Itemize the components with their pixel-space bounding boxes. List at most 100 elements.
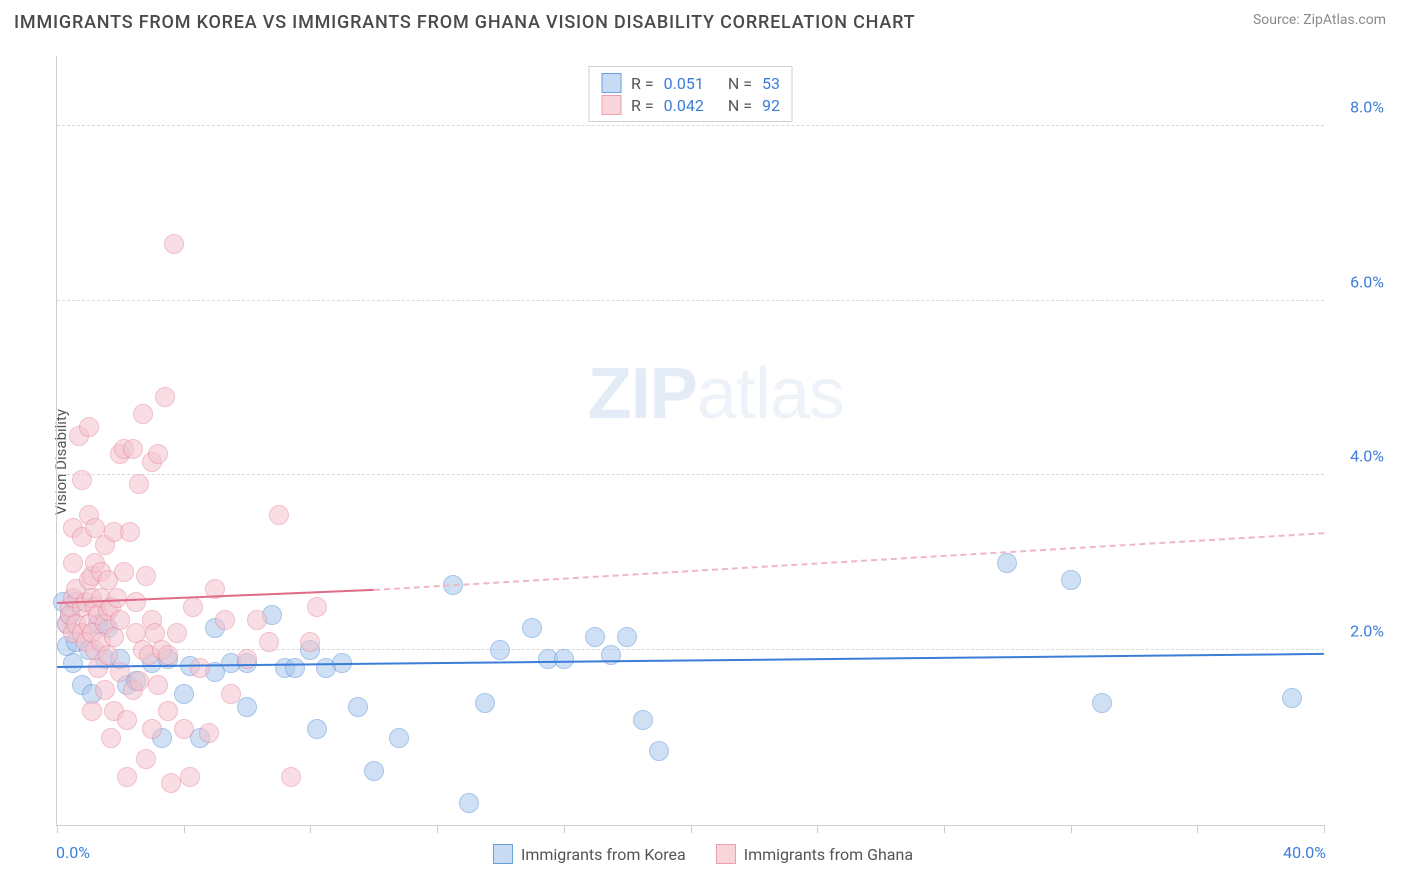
scatter-point-ghana [136,566,156,586]
scatter-point-ghana [95,680,115,700]
scatter-point-ghana [180,767,200,787]
scatter-point-ghana [161,773,181,793]
scatter-point-ghana [190,658,210,678]
scatter-point-ghana [167,623,187,643]
legend-swatch-korea [493,844,513,864]
x-axis-end-label: 40.0% [1283,843,1326,862]
x-tick [310,825,311,833]
scatter-point-ghana [114,562,134,582]
y-tick-label: 4.0% [1350,447,1384,466]
scatter-point-ghana [126,592,146,612]
source-label: Source: [1253,12,1300,28]
scatter-point-ghana [142,719,162,739]
scatter-point-ghana [136,749,156,769]
scatter-point-korea [348,697,368,717]
x-tick [184,825,185,833]
x-tick [691,825,692,833]
scatter-point-korea [522,618,542,638]
scatter-point-korea [585,627,605,647]
x-tick [944,825,945,833]
watermark-bold: ZIP [588,354,697,434]
legend-label: Immigrants from Korea [521,845,686,864]
gridline [57,474,1324,475]
scatter-point-ghana [72,470,92,490]
x-tick [1071,825,1072,833]
scatter-point-ghana [300,632,320,652]
scatter-point-korea [1282,688,1302,708]
scatter-point-korea [1061,570,1081,590]
scatter-point-korea [285,658,305,678]
scatter-point-ghana [129,671,149,691]
scatter-point-ghana [148,675,168,695]
legend-item-ghana: Immigrants from Ghana [716,844,913,864]
gridline [57,125,1324,126]
legend-item-korea: Immigrants from Korea [493,844,686,864]
scatter-point-korea [997,553,1017,573]
scatter-point-korea [459,793,479,813]
stats-row-korea: R =0.051N =53 [601,72,780,94]
scatter-point-ghana [123,439,143,459]
y-tick-label: 6.0% [1350,272,1384,291]
x-tick [1324,825,1325,833]
scatter-point-ghana [183,597,203,617]
legend-swatch-ghana [716,844,736,864]
x-tick [57,825,58,833]
source-value: ZipAtlas.com [1303,12,1386,28]
n-label: N = [728,96,752,115]
scatter-point-korea [389,728,409,748]
chart-title: IMMIGRANTS FROM KOREA VS IMMIGRANTS FROM… [14,12,915,33]
watermark: ZIPatlas [588,353,844,435]
scatter-point-korea [490,640,510,660]
bottom-legend: Immigrants from Korea Immigrants from Gha… [493,844,913,864]
scatter-point-ghana [158,645,178,665]
x-tick [817,825,818,833]
scatter-point-korea [617,627,637,647]
gridline [57,300,1324,301]
r-value: 0.051 [664,74,704,93]
scatter-point-ghana [199,723,219,743]
scatter-point-korea [554,649,574,669]
scatter-point-ghana [155,387,175,407]
scatter-point-ghana [133,404,153,424]
scatter-point-ghana [107,588,127,608]
scatter-point-korea [649,741,669,761]
scatter-point-ghana [174,719,194,739]
scatter-point-ghana [215,610,235,630]
scatter-point-korea [174,684,194,704]
chart-area: Vision Disability ZIPatlas R =0.051N =53… [14,46,1392,878]
chart-source: Source: ZipAtlas.com [1253,12,1386,28]
scatter-point-korea [237,697,257,717]
y-tick-label: 2.0% [1350,622,1384,641]
scatter-point-ghana [148,444,168,464]
scatter-point-ghana [307,597,327,617]
scatter-point-ghana [79,417,99,437]
scatter-point-ghana [221,684,241,704]
scatter-point-ghana [101,728,121,748]
trend-line [374,532,1324,591]
scatter-point-ghana [98,645,118,665]
scatter-point-ghana [129,474,149,494]
scatter-point-ghana [117,710,137,730]
n-value: 53 [762,74,780,93]
scatter-point-ghana [63,553,83,573]
scatter-point-ghana [281,767,301,787]
stats-row-ghana: R =0.042N =92 [601,94,780,116]
n-value: 92 [762,96,780,115]
scatter-point-ghana [259,632,279,652]
n-label: N = [728,74,752,93]
stats-legend-box: R =0.051N =53R =0.042N =92 [588,66,793,122]
scatter-point-ghana [164,234,184,254]
y-tick-label: 8.0% [1350,97,1384,116]
x-tick [1197,825,1198,833]
scatter-point-korea [307,719,327,739]
scatter-point-korea [364,761,384,781]
chart-header: IMMIGRANTS FROM KOREA VS IMMIGRANTS FROM… [0,0,1406,39]
scatter-point-ghana [82,701,102,721]
x-tick [437,825,438,833]
watermark-rest: atlas [697,354,844,434]
scatter-point-korea [1092,693,1112,713]
plot-region: ZIPatlas R =0.051N =53R =0.042N =92 2.0%… [56,56,1324,826]
scatter-point-korea [633,710,653,730]
x-axis-start-label: 0.0% [56,843,90,862]
scatter-point-korea [475,693,495,713]
